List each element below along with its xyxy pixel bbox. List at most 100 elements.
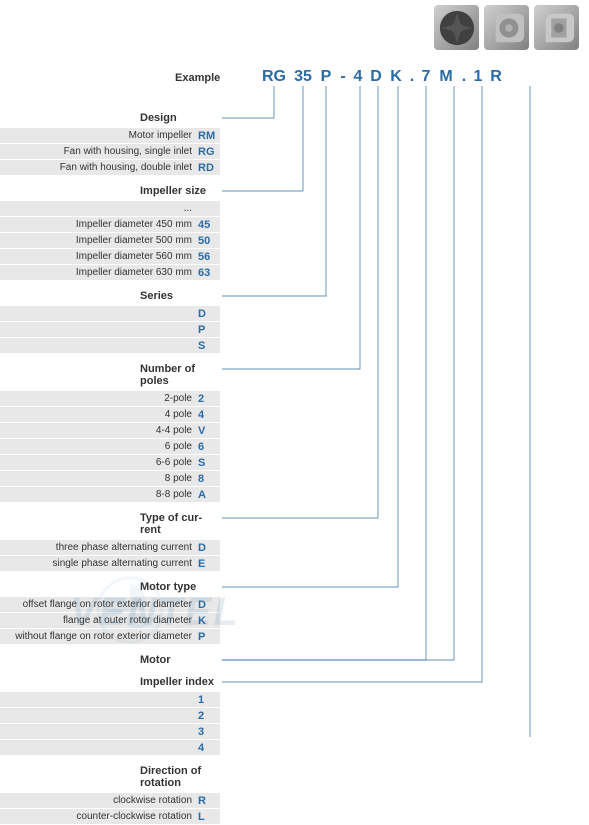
option-code: 2 (198, 710, 220, 722)
option-code: 56 (198, 251, 220, 263)
section-title: Direction of rotation (140, 765, 220, 789)
option-code: D (198, 542, 220, 554)
option-label: 4-4 pole (0, 425, 198, 436)
option-row: 4 pole4 (0, 407, 220, 422)
option-row: flange at outer rotor diameterK (0, 613, 220, 628)
option-row: 6-6 poleS (0, 455, 220, 470)
option-label: Impeller diameter 630 mm (0, 267, 198, 278)
option-code: P (198, 631, 220, 643)
code-segment: R (486, 68, 506, 86)
option-label: Fan with housing, single inlet (0, 146, 198, 157)
option-code: S (198, 457, 220, 469)
option-code: 8 (198, 473, 220, 485)
product-images (434, 5, 579, 50)
option-row: Impeller diameter 500 mm50 (0, 233, 220, 248)
section-title: Impeller size (140, 185, 220, 197)
option-code: E (198, 558, 220, 570)
option-row: 2-pole2 (0, 391, 220, 406)
option-label: offset flange on rotor exterior diameter (0, 599, 198, 610)
section-title: Motor (140, 654, 220, 666)
option-row: Impeller diameter 560 mm56 (0, 249, 220, 264)
option-code: A (198, 489, 220, 501)
option-code: D (198, 308, 220, 320)
section-title: Number of poles (140, 363, 220, 387)
option-row: without flange on rotor exterior diamete… (0, 629, 220, 644)
option-row: three phase alternating currentD (0, 540, 220, 555)
option-label: clockwise rotation (0, 795, 198, 806)
option-code: P (198, 324, 220, 336)
option-label: counter-clockwise rotation (0, 811, 198, 822)
code-segment: . (458, 68, 470, 86)
option-label: three phase alternating current (0, 542, 198, 553)
option-label: ... (0, 203, 198, 214)
option-label: single phase alternating current (0, 558, 198, 569)
option-code: 4 (198, 742, 220, 754)
option-code: L (198, 811, 220, 823)
option-code: 4 (198, 409, 220, 421)
code-segment: K (386, 68, 406, 86)
option-label: 6 pole (0, 441, 198, 452)
option-label: 8 pole (0, 473, 198, 484)
option-label: Impeller diameter 450 mm (0, 219, 198, 230)
option-row: single phase alternating currentE (0, 556, 220, 571)
option-row: 2 (0, 708, 220, 723)
option-label: 4 pole (0, 409, 198, 420)
code-segment: . (406, 68, 418, 86)
option-row: Impeller diameter 630 mm63 (0, 265, 220, 280)
option-row: 8-8 poleA (0, 487, 220, 502)
option-code: RM (198, 130, 220, 142)
option-row: clockwise rotationR (0, 793, 220, 808)
option-row: 1 (0, 692, 220, 707)
code-segment: 1 (470, 68, 486, 86)
option-row: Motor impellerRM (0, 128, 220, 143)
option-code: V (198, 425, 220, 437)
option-row: Fan with housing, double inletRD (0, 160, 220, 175)
code-segment: P (316, 68, 336, 86)
option-code: 63 (198, 267, 220, 279)
option-row: P (0, 322, 220, 337)
option-row: offset flange on rotor exterior diameter… (0, 597, 220, 612)
section-title: Motor type (140, 581, 220, 593)
section-title: Type of cur- rent (140, 512, 220, 536)
code-segment: 7 (418, 68, 434, 86)
option-code: 45 (198, 219, 220, 231)
option-code: 1 (198, 694, 220, 706)
section-title: Design (140, 112, 220, 124)
option-row: counter-clockwise rotationL (0, 809, 220, 824)
option-label: Fan with housing, double inlet (0, 162, 198, 173)
code-segment: 4 (350, 68, 366, 86)
option-code: 2 (198, 393, 220, 405)
option-row: Fan with housing, single inletRG (0, 144, 220, 159)
option-code: R (198, 795, 220, 807)
code-row: RG35P-4DK.7M.1R (258, 68, 506, 86)
option-code: D (198, 599, 220, 611)
option-label: Impeller diameter 560 mm (0, 251, 198, 262)
option-label: Impeller diameter 500 mm (0, 235, 198, 246)
option-code: RG (198, 146, 220, 158)
option-row: 6 pole6 (0, 439, 220, 454)
code-segment: RG (258, 68, 290, 86)
example-label: Example (175, 72, 220, 84)
option-code: 3 (198, 726, 220, 738)
option-code: S (198, 340, 220, 352)
code-segment: D (366, 68, 386, 86)
option-row: 4-4 poleV (0, 423, 220, 438)
product-fan-1 (434, 5, 479, 50)
section-title: Impeller index (140, 676, 220, 688)
option-label: without flange on rotor exterior diamete… (0, 631, 198, 642)
option-row: 8 pole8 (0, 471, 220, 486)
option-code: 50 (198, 235, 220, 247)
option-code: K (198, 615, 220, 627)
product-fan-3 (534, 5, 579, 50)
section-title: Series (140, 290, 220, 302)
option-row: ... (0, 201, 220, 216)
option-label: 2-pole (0, 393, 198, 404)
option-row: 4 (0, 740, 220, 755)
option-code: 6 (198, 441, 220, 453)
sections-container: DesignMotor impellerRMFan with housing, … (0, 102, 220, 825)
option-code: RD (198, 162, 220, 174)
option-row: D (0, 306, 220, 321)
code-segment: 35 (290, 68, 316, 86)
option-label: Motor impeller (0, 130, 198, 141)
option-label: 8-8 pole (0, 489, 198, 500)
